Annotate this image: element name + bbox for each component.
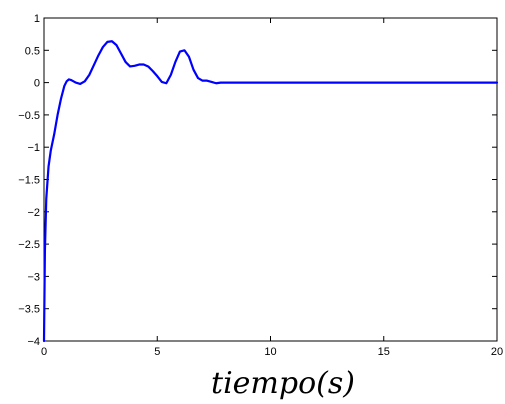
- y-axis-tick-labels: 1 0.5 0 −0.5 −1 −1.5 −2 −2.5 −3 −3.5 −4: [18, 13, 40, 348]
- y-tick-label: −1: [27, 142, 40, 154]
- y-tick-label: −0.5: [18, 110, 40, 122]
- y-tick-label: 0: [34, 78, 40, 90]
- y-tick-label: −3.5: [18, 304, 40, 316]
- y-tick-label: −3: [27, 271, 40, 283]
- y-tick-label: −4: [27, 336, 40, 348]
- y-tick-label: 1: [34, 13, 40, 25]
- x-tick-label: 10: [264, 346, 276, 358]
- x-tick-label: 0: [41, 346, 47, 358]
- x-tick-label: 15: [378, 346, 390, 358]
- axis-ticks: [43, 17, 498, 342]
- x-axis-label: tiempo(s): [211, 366, 355, 401]
- y-tick-label: −1.5: [18, 175, 40, 187]
- x-axis-tick-labels: 0 5 10 15 20: [41, 346, 503, 358]
- x-tick-label: 20: [491, 346, 503, 358]
- y-tick-label: 0.5: [25, 45, 40, 57]
- series-line: [42, 40, 499, 343]
- plot-area: [43, 17, 498, 342]
- y-tick-label: −2.5: [18, 239, 40, 251]
- x-tick-label: 5: [154, 346, 160, 358]
- y-tick-label: −2: [27, 207, 40, 219]
